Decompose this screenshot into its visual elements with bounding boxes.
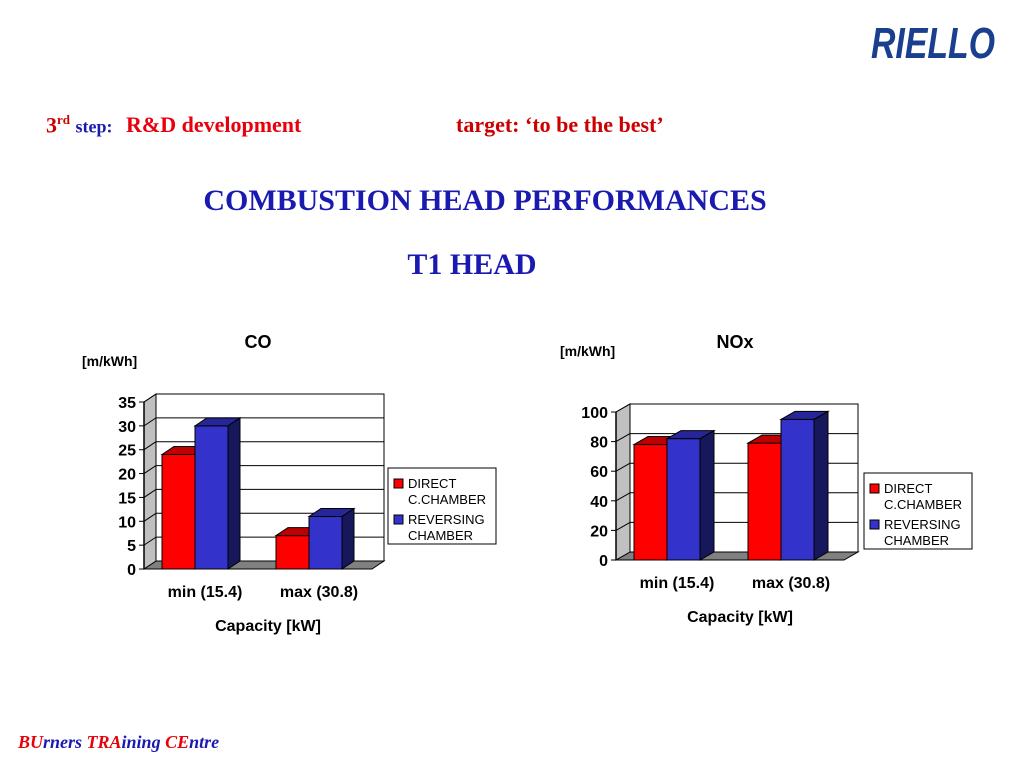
- y-tick-label: 15: [118, 490, 136, 507]
- y-tick-label: 0: [599, 553, 608, 570]
- gridline-side: [615, 462, 631, 472]
- x-category-label: max (30.8): [280, 584, 358, 601]
- y-tick-label: 35: [118, 395, 136, 412]
- footer-segment: rners: [43, 732, 87, 752]
- legend-swatch: [393, 478, 404, 489]
- y-tick-label: 100: [581, 405, 608, 422]
- y-tick-label: 0: [127, 562, 136, 579]
- bar-side: [227, 416, 241, 570]
- gridline-side: [143, 393, 157, 403]
- y-tick-label: 25: [118, 443, 136, 460]
- gridline-side: [615, 521, 631, 531]
- plot-side-wall: [615, 403, 631, 561]
- y-tick-label: 5: [127, 538, 136, 555]
- x-category-label: min (15.4): [640, 575, 715, 592]
- step-word: step:: [75, 116, 113, 137]
- bar: [666, 438, 701, 561]
- chart-unit-label: [m/kWh]: [560, 343, 615, 359]
- legend-box: [387, 467, 497, 545]
- bar: [308, 516, 343, 570]
- x-axis-title: Capacity [kW]: [687, 609, 793, 626]
- legend-label: REVERSING: [408, 512, 485, 527]
- gridline-side: [143, 489, 157, 498]
- step-line: 3rd step: R&D development target: ‘to be…: [46, 112, 664, 138]
- bar-side: [813, 410, 829, 561]
- legend-label: CHAMBER: [408, 528, 473, 543]
- plot-side-wall: [143, 393, 157, 570]
- gridline-side: [143, 536, 157, 546]
- x-category-label: min (15.4): [168, 584, 243, 601]
- footer-segment: TRA: [86, 732, 122, 752]
- legend-swatch: [393, 514, 404, 525]
- legend-swatch: [869, 483, 880, 494]
- bar: [161, 453, 196, 570]
- y-tick-label: 60: [590, 464, 608, 481]
- step-number: 3: [46, 112, 57, 138]
- y-tick-label: 20: [118, 467, 136, 484]
- x-axis-title: Capacity [kW]: [215, 618, 321, 635]
- y-tick-label: 80: [590, 435, 608, 452]
- footer-segment: BU: [18, 732, 44, 752]
- legend-swatch: [869, 519, 880, 530]
- legend-label: CHAMBER: [884, 533, 949, 548]
- step-ordinal: rd: [57, 112, 70, 127]
- y-tick-label: 10: [118, 514, 136, 531]
- gridline-side: [615, 403, 631, 413]
- footer-segment: ntre: [189, 732, 220, 752]
- y-tick-label: 30: [118, 419, 136, 436]
- bar: [275, 535, 310, 570]
- step-development: R&D development: [126, 112, 302, 138]
- legend-label: C.CHAMBER: [884, 497, 962, 512]
- chart-title: NOx: [716, 332, 753, 352]
- footer-segment: ining: [121, 732, 166, 752]
- riello-logo: RIELLO: [871, 19, 995, 66]
- step-target: target: ‘to be the best’: [456, 112, 664, 137]
- logo-text: RIELLO: [871, 19, 995, 66]
- chart-title: CO: [245, 332, 272, 352]
- legend-label: DIRECT: [408, 476, 456, 491]
- legend-label: C.CHAMBER: [408, 492, 486, 507]
- chart-unit-label: [m/kWh]: [82, 353, 137, 369]
- page-title: COMBUSTION HEAD PERFORMANCES: [203, 184, 767, 217]
- x-category-label: max (30.8): [752, 575, 830, 592]
- gridline-side: [143, 512, 157, 522]
- legend-box: [863, 472, 973, 550]
- bar: [747, 442, 782, 561]
- bar-side: [341, 507, 355, 570]
- co-chart: CO [m/kWh] 0 5 10 15 20 25 30 35 min (15.4) max (30…: [82, 332, 497, 635]
- gridline-side: [615, 492, 631, 502]
- y-tick-label: 40: [590, 494, 608, 511]
- legend-label: REVERSING: [884, 517, 961, 532]
- y-tick-label: 20: [590, 523, 608, 540]
- legend-label: DIRECT: [884, 481, 932, 496]
- footer-segment: CE: [165, 732, 190, 752]
- gridline-side: [143, 417, 157, 427]
- gridline-side: [143, 441, 157, 451]
- footer-brand: BUrners TRAining CEntre: [18, 732, 219, 753]
- gridline-side: [143, 465, 157, 474]
- bar: [780, 418, 815, 561]
- gridline-side: [615, 433, 631, 443]
- bar: [633, 444, 668, 561]
- bar: [194, 425, 229, 570]
- bar-side: [699, 429, 715, 561]
- page-subtitle: T1 HEAD: [407, 248, 537, 281]
- nox-chart: NOx [m/kWh] 0 20 40 60 80 100 min (15.4) max (30.…: [560, 332, 973, 626]
